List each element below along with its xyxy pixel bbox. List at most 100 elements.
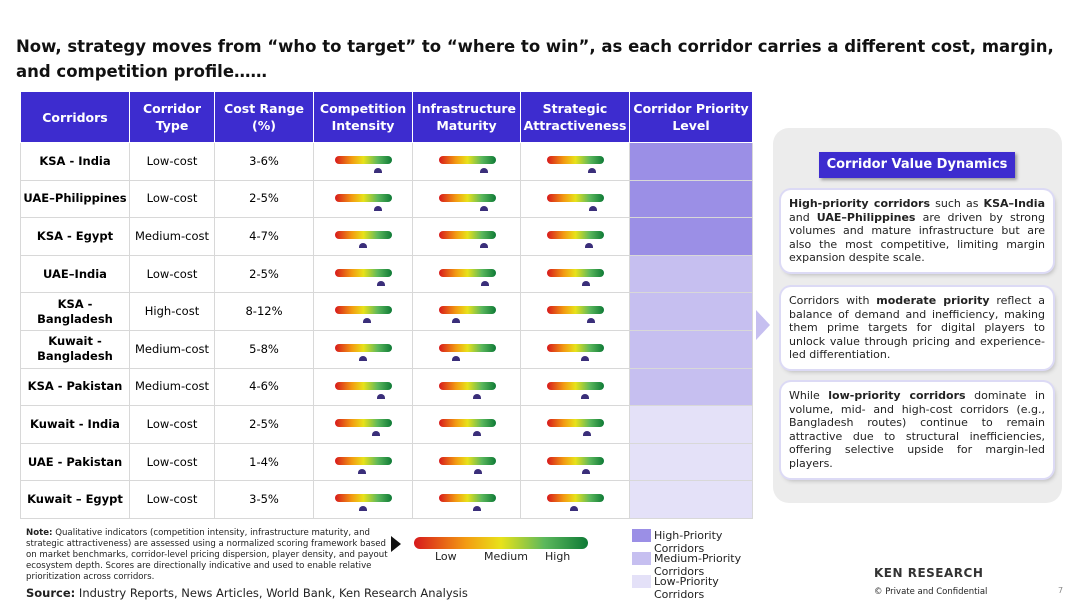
indicator-marker bbox=[473, 506, 482, 512]
corridor-name: UAE–India bbox=[20, 254, 130, 294]
indicator-marker bbox=[373, 168, 382, 173]
legend-swatch bbox=[632, 575, 651, 588]
indicator-cell bbox=[313, 329, 413, 369]
cost-range: 5-8% bbox=[214, 329, 314, 369]
column-header: Infrastructure Maturity bbox=[412, 91, 521, 143]
cost-range: 3-5% bbox=[214, 480, 314, 519]
card-text: reflect a balance of demand and ineffici… bbox=[789, 294, 1045, 362]
indicator-marker bbox=[451, 355, 460, 361]
column-header: Corridor Priority Level bbox=[629, 91, 753, 143]
note: Note: Qualitative indicators (competitio… bbox=[26, 528, 392, 583]
indicator-cell bbox=[313, 142, 413, 181]
source: Source: Industry Reports, News Articles,… bbox=[26, 586, 468, 600]
column-header: Corridors bbox=[20, 91, 130, 143]
indicator-cell bbox=[520, 217, 630, 256]
card-text: such as bbox=[930, 197, 984, 210]
indicator-cell bbox=[313, 292, 413, 331]
indicator-gauge bbox=[438, 193, 496, 211]
corridor-type: Low-cost bbox=[129, 142, 215, 181]
indicator-cell bbox=[520, 405, 630, 444]
legend-label: High-Priority Corridors bbox=[654, 529, 723, 555]
insight-card: High-priority corridors such as KSA–Indi… bbox=[781, 190, 1053, 272]
priority-cell bbox=[629, 179, 753, 219]
indicator-gauge bbox=[438, 381, 496, 399]
corridor-type: Low-cost bbox=[129, 480, 215, 519]
card-text: low-priority corridors bbox=[828, 389, 966, 402]
indicator-marker bbox=[581, 393, 590, 399]
indicator-gauge bbox=[438, 456, 496, 474]
indicator-marker bbox=[480, 280, 489, 286]
corridor-type: Medium-cost bbox=[129, 329, 215, 369]
indicator-cell bbox=[520, 480, 630, 519]
indicator-gauge bbox=[438, 306, 496, 324]
table-row: KSA - Pakistan Medium-cost 4-6% bbox=[20, 367, 753, 407]
corridor-type: High-cost bbox=[129, 292, 215, 331]
indicator-gauge bbox=[335, 306, 392, 324]
column-header: Strategic Attractiveness bbox=[520, 91, 630, 143]
card-text: moderate priority bbox=[876, 294, 990, 307]
indicator-gauge bbox=[335, 456, 392, 474]
insight-card: Corridors with moderate priority reflect… bbox=[781, 287, 1053, 369]
card-text: and bbox=[789, 210, 817, 224]
insight-card: While low-priority corridors dominate in… bbox=[781, 382, 1053, 478]
card-text: Corridors with bbox=[789, 294, 877, 307]
indicator-cell bbox=[520, 179, 630, 219]
indicator-marker bbox=[372, 431, 381, 437]
cost-range: 1-4% bbox=[214, 442, 314, 482]
indicator-gauge bbox=[547, 419, 604, 437]
indicator-marker bbox=[358, 355, 367, 361]
cost-range: 3-6% bbox=[214, 142, 314, 181]
indicator-cell bbox=[412, 292, 521, 331]
corridor-name: KSA - India bbox=[20, 142, 130, 181]
indicator-cell bbox=[412, 217, 521, 256]
indicator-cell bbox=[313, 442, 413, 482]
indicator-cell bbox=[313, 254, 413, 294]
indicator-marker bbox=[474, 468, 483, 474]
indicator-marker bbox=[357, 468, 366, 474]
corridor-type: Medium-cost bbox=[129, 217, 215, 256]
note-text: Qualitative indicators (competition inte… bbox=[26, 528, 388, 582]
cost-range: 2-5% bbox=[214, 405, 314, 444]
indicator-gauge bbox=[438, 494, 496, 512]
cost-range: 4-7% bbox=[214, 217, 314, 256]
indicator-gauge bbox=[547, 456, 604, 474]
card-text: UAE–Philippines bbox=[816, 210, 916, 224]
indicator-gauge bbox=[438, 231, 496, 249]
table-row: KSA - Bangladesh High-cost 8-12% bbox=[20, 292, 753, 331]
corridor-type: Low-cost bbox=[129, 442, 215, 482]
corridor-type: Low-cost bbox=[129, 254, 215, 294]
card-text: KSA–India bbox=[983, 197, 1045, 210]
indicator-cell bbox=[520, 292, 630, 331]
indicator-cell bbox=[412, 367, 521, 407]
indicator-marker bbox=[585, 243, 594, 249]
slide-title: Now, strategy moves from “who to target”… bbox=[16, 37, 1054, 81]
corridor-table: Corridors Corridor Type Cost Range (%) Comp… bbox=[20, 91, 753, 519]
corridor-name: Kuwait – Egypt bbox=[20, 480, 130, 519]
legend-label: Medium-Priority Corridors bbox=[654, 552, 742, 578]
indicator-marker bbox=[362, 318, 371, 324]
corridor-name: Kuwait - India bbox=[20, 405, 130, 444]
table-row: UAE–India Low-cost 2-5% bbox=[20, 254, 753, 294]
indicator-cell bbox=[520, 329, 630, 369]
card-text: dominate in volume, mid- and high-cost c… bbox=[789, 389, 1045, 470]
cost-range: 2-5% bbox=[214, 254, 314, 294]
corridor-type: Medium-cost bbox=[129, 367, 215, 407]
corridor-name: UAE - Pakistan bbox=[20, 442, 130, 482]
indicator-cell bbox=[412, 254, 521, 294]
priority-cell bbox=[629, 292, 753, 331]
source-label: Source: bbox=[26, 586, 76, 600]
indicator-cell bbox=[313, 405, 413, 444]
table-row: UAE–Philippines Low-cost 2-5% bbox=[20, 179, 753, 219]
corridor-name: KSA - Pakistan bbox=[20, 367, 130, 407]
indicator-marker bbox=[586, 318, 595, 324]
indicator-marker bbox=[358, 506, 367, 512]
indicator-gauge bbox=[438, 156, 496, 173]
priority-cell bbox=[629, 142, 753, 181]
indicator-gauge bbox=[438, 343, 496, 361]
indicator-gauge bbox=[438, 419, 496, 437]
table-row: KSA - Egypt Medium-cost 4-7% bbox=[20, 217, 753, 256]
table-row: UAE - Pakistan Low-cost 1-4% bbox=[20, 442, 753, 482]
indicator-gauge bbox=[335, 193, 392, 211]
scale-label: Medium bbox=[484, 550, 528, 563]
indicator-cell bbox=[412, 142, 521, 181]
